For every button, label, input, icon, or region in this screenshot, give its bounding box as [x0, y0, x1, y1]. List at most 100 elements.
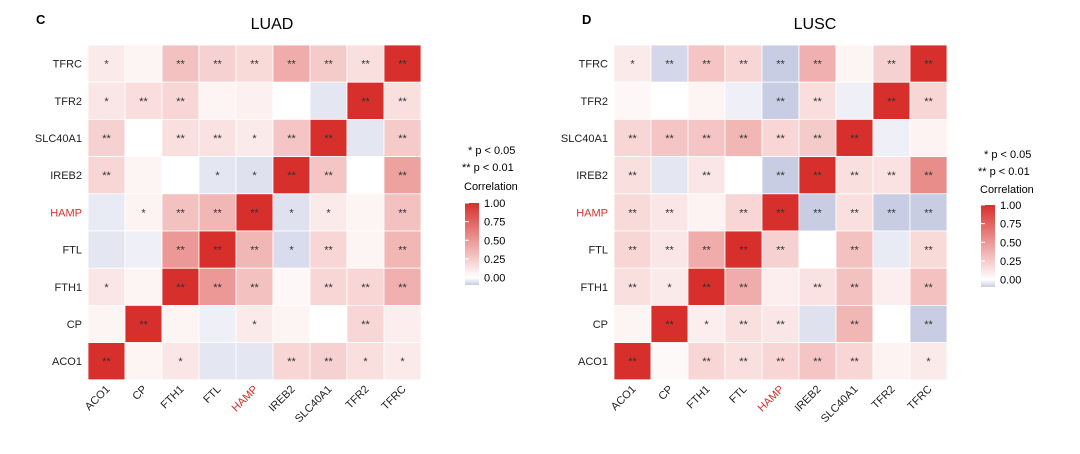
- col-label-fth1: FTH1: [685, 383, 713, 411]
- row-label-cp: CP: [67, 319, 82, 331]
- heatmap-cell-ftl-tfr2: [346, 230, 385, 269]
- significance-marker: **: [628, 356, 637, 368]
- significance-marker: **: [250, 207, 259, 219]
- significance-marker: *: [400, 356, 405, 368]
- significance-marker: **: [176, 133, 185, 145]
- heatmap-cell-slc40a1-slc40a1: [309, 119, 348, 158]
- heatmap-cell-fth1-tfr2: [346, 267, 385, 306]
- heatmap-cell-ftl-cp: [124, 230, 163, 269]
- significance-marker: **: [665, 207, 674, 219]
- heatmap-cell-cp-ireb2: [272, 304, 311, 343]
- legend-tick-label: 0.50: [1000, 237, 1021, 249]
- col-label-tfrc: TFRC: [379, 383, 408, 412]
- significance-marker: **: [213, 207, 222, 219]
- col-label-ireb2: IREB2: [267, 383, 298, 414]
- heatmap-cell-tfr2-ireb2: [798, 81, 837, 120]
- row-label-tfrc: TFRC: [53, 59, 82, 71]
- significance-marker: *: [630, 59, 635, 71]
- significance-marker: **: [813, 59, 822, 71]
- heatmap-panel-luad: C LUAD* ** ** ** ** ** ** *** ** ** ** **** ** ** * ** **…: [35, 12, 518, 425]
- heatmap-cell-tfrc-slc40a1: [835, 44, 874, 83]
- heatmap-cell-fth1-hamp: [235, 267, 274, 306]
- significance-marker: **: [176, 282, 185, 294]
- heatmap-cell-hamp-ireb2: [798, 193, 837, 232]
- significance-marker: *: [104, 282, 109, 294]
- heatmap-cell-ireb2-hamp: [761, 156, 800, 195]
- heatmap-cell-ftl-slc40a1: [835, 230, 874, 269]
- significance-marker: **: [850, 282, 859, 294]
- heatmap-cell-slc40a1-cp: [124, 119, 163, 158]
- significance-marker: **: [250, 282, 259, 294]
- heatmap-cell-tfr2-slc40a1: [309, 81, 348, 120]
- heatmap-cell-tfr2-tfr2: [346, 81, 385, 120]
- significance-marker: **: [739, 282, 748, 294]
- row-label-tfr2: TFR2: [55, 96, 83, 108]
- significance-marker: **: [176, 207, 185, 219]
- legend-tick-label: 0.25: [484, 254, 505, 266]
- significance-marker: **: [324, 133, 333, 145]
- row-label-tfr2: TFR2: [581, 96, 609, 108]
- significance-marker: **: [324, 356, 333, 368]
- significance-marker: **: [776, 319, 785, 331]
- significance-marker: **: [324, 59, 333, 71]
- heatmap-cell-tfr2-tfrc: [909, 81, 948, 120]
- significance-marker: **: [628, 282, 637, 294]
- heatmap-cell-ftl-hamp: [235, 230, 274, 269]
- significance-marker: **: [361, 59, 370, 71]
- significance-marker: **: [702, 59, 711, 71]
- heatmap-cell-fth1-tfr2: [872, 267, 911, 306]
- significance-marker: **: [776, 96, 785, 108]
- heatmap-cell-slc40a1-ireb2: [272, 119, 311, 158]
- heatmap-cell-tfrc-slc40a1: [309, 44, 348, 83]
- legend-sig-p05: * p < 0.05: [984, 149, 1031, 161]
- heatmap-cell-aco1-cp: [650, 342, 689, 381]
- heatmap-cell-fth1-ireb2: [798, 267, 837, 306]
- significance-marker: *: [363, 356, 368, 368]
- significance-marker: **: [924, 282, 933, 294]
- significance-marker: **: [887, 59, 896, 71]
- row-label-ftl: FTL: [588, 245, 608, 257]
- significance-marker: **: [702, 282, 711, 294]
- row-label-fth1: FTH1: [55, 282, 83, 294]
- heatmap-cell-aco1-hamp: [761, 342, 800, 381]
- heatmap-cell-fth1-tfrc: [909, 267, 948, 306]
- legend-title: Correlation: [464, 181, 518, 193]
- heatmap-cell-ireb2-slc40a1: [835, 156, 874, 195]
- significance-marker: **: [813, 282, 822, 294]
- significance-marker: **: [813, 170, 822, 182]
- heatmap-cell-ireb2-aco1: [613, 156, 652, 195]
- heatmap-cell-tfr2-slc40a1: [835, 81, 874, 120]
- significance-marker: **: [665, 245, 674, 257]
- significance-marker: *: [926, 356, 931, 368]
- heatmap-cell-tfr2-cp: [124, 81, 163, 120]
- heatmap-cell-tfr2-aco1: [613, 81, 652, 120]
- significance-marker: **: [813, 96, 822, 108]
- heatmap-cell-hamp-ireb2: [272, 193, 311, 232]
- heatmap-cell-ireb2-fth1: [161, 156, 200, 195]
- heatmap-cell-ftl-tfr2: [872, 230, 911, 269]
- col-label-slc40a1: SLC40A1: [293, 383, 335, 425]
- heatmap-cell-tfrc-aco1: [87, 44, 126, 83]
- col-label-tfr2: TFR2: [344, 383, 372, 411]
- significance-marker: **: [324, 282, 333, 294]
- significance-marker: *: [704, 319, 709, 331]
- col-label-ftl: FTL: [727, 383, 749, 405]
- row-label-ftl: FTL: [62, 245, 82, 257]
- significance-marker: *: [104, 59, 109, 71]
- heatmap-cell-tfr2-ftl: [198, 81, 237, 120]
- significance-marker: **: [139, 319, 148, 331]
- legend-tick-label: 0.00: [1000, 275, 1021, 287]
- row-label-aco1: ACO1: [52, 356, 82, 368]
- heatmap-cell-aco1-tfr2: [872, 342, 911, 381]
- heatmap-cell-aco1-tfrc: [383, 342, 422, 381]
- significance-marker: **: [287, 59, 296, 71]
- row-label-hamp: HAMP: [50, 207, 82, 219]
- legend-sig-p01: ** p < 0.01: [462, 162, 514, 174]
- significance-marker: **: [102, 356, 111, 368]
- col-label-hamp: HAMP: [756, 383, 787, 414]
- col-label-cp: CP: [130, 383, 149, 402]
- heatmap-cell-cp-hamp: [761, 304, 800, 343]
- significance-marker: **: [702, 133, 711, 145]
- heatmap-cell-hamp-tfr2: [346, 193, 385, 232]
- significance-marker: *: [252, 170, 257, 182]
